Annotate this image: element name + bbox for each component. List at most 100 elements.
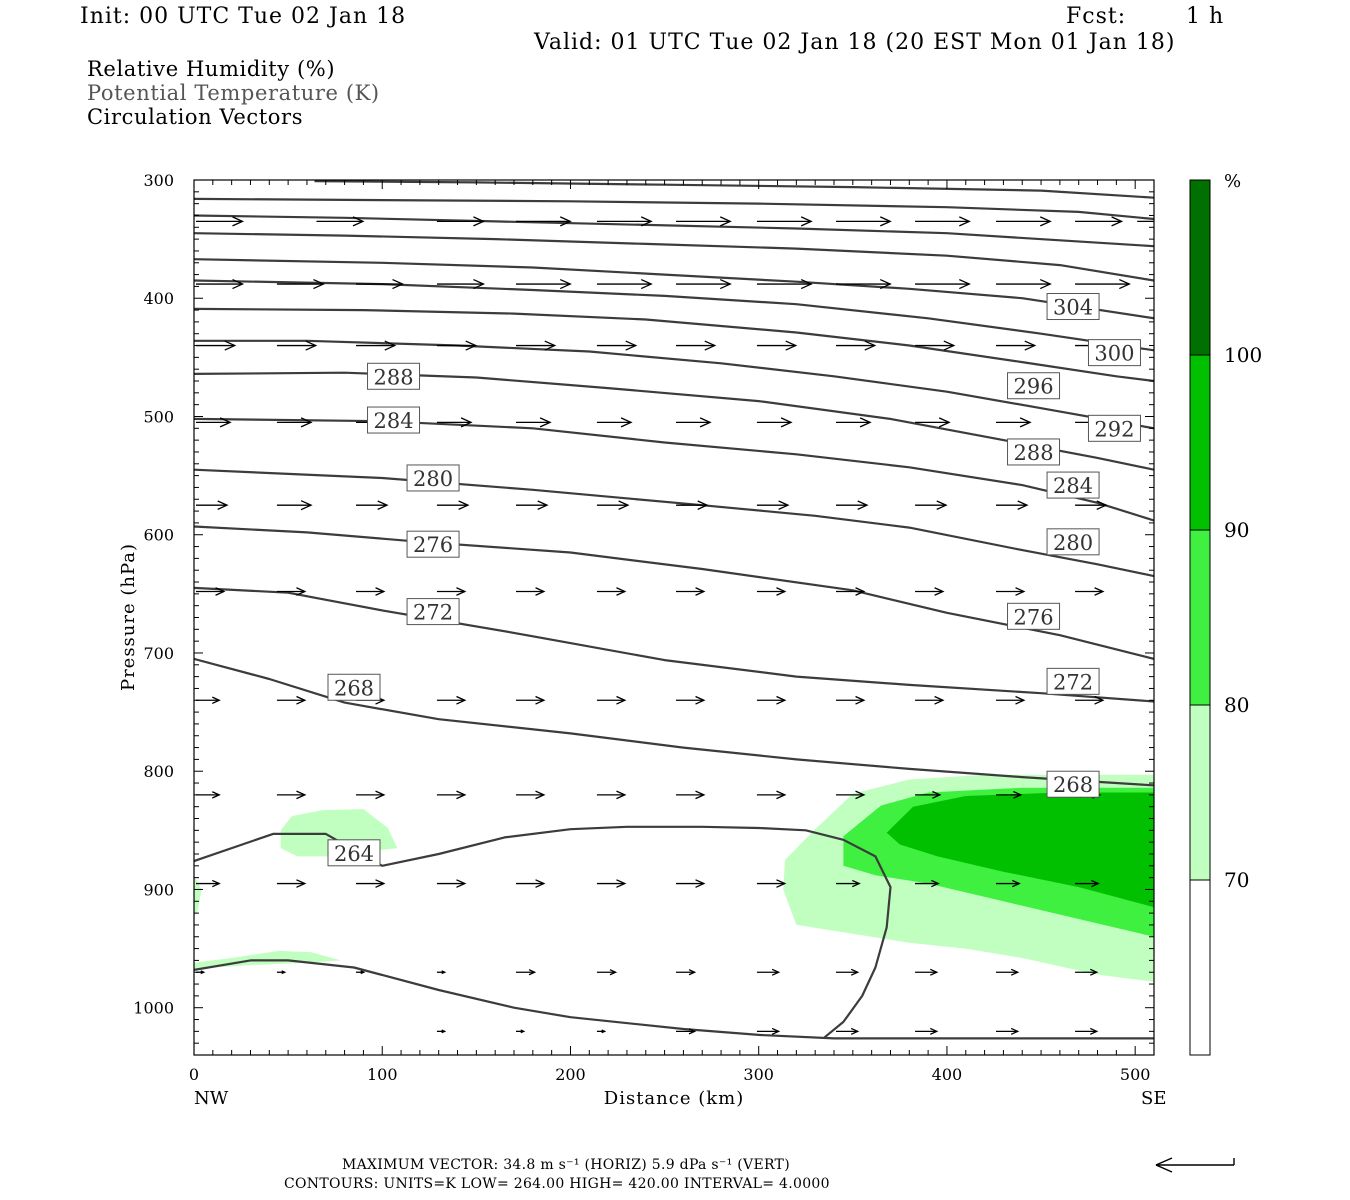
circulation-vector [436, 970, 447, 975]
colorbar-label: 90 [1224, 518, 1249, 542]
circulation-vector [356, 587, 386, 596]
circulation-vector [596, 417, 633, 428]
contour-info: CONTOURS: UNITS=K LOW= 264.00 HIGH= 420.… [284, 1176, 830, 1192]
x-tick-label: 200 [555, 1065, 586, 1084]
y-tick-label: 300 [143, 171, 174, 190]
theta-contour-296-9 [194, 307, 1154, 383]
x-end-left: NW [194, 1088, 229, 1109]
contour-label-text: 288 [1013, 441, 1053, 465]
circulation-vector [996, 879, 1021, 888]
circulation-vector [276, 970, 287, 975]
circulation-vector [596, 695, 627, 705]
circulation-vector [196, 417, 232, 428]
contour-label-text: 284 [373, 409, 413, 433]
circulation-vector [276, 879, 307, 888]
contour-label-text: 272 [413, 601, 453, 625]
circulation-vector [596, 969, 618, 976]
y-tick-label: 400 [143, 289, 174, 308]
colorbar-label: 80 [1224, 693, 1249, 717]
circulation-vector [356, 340, 397, 351]
circulation-vector [996, 695, 1026, 705]
theta-contour-300-10 [194, 279, 1154, 352]
circulation-vector [756, 968, 781, 976]
circulation-vector [276, 587, 307, 596]
circulation-vector [436, 340, 478, 351]
circulation-vector [356, 500, 389, 510]
circulation-vector [996, 278, 1052, 290]
circulation-vector [996, 968, 1020, 976]
circulation-vector [196, 791, 221, 799]
x-axis-title: Distance (km) [604, 1088, 744, 1109]
circulation-vector [596, 278, 653, 290]
circulation-vector [516, 216, 572, 227]
circulation-vector [436, 500, 470, 510]
circulation-vector [1075, 879, 1100, 888]
circulation-vector [436, 278, 486, 290]
theta-contour-280-5 [194, 468, 1154, 578]
colorbar-swatch [1190, 705, 1210, 880]
circulation-vector [836, 216, 892, 227]
circulation-vector [996, 216, 1052, 227]
colorbar-swatch [1190, 180, 1210, 355]
circulation-vector [996, 500, 1029, 510]
y-tick-label: 800 [143, 762, 174, 781]
field-theta: Potential Temperature (K) [87, 81, 380, 105]
circulation-vector [516, 278, 572, 290]
circulation-vector [196, 696, 221, 705]
contour-label: 280 [406, 464, 460, 492]
contour-label-text: 276 [1013, 605, 1053, 629]
contour-label-text: 284 [1053, 474, 1093, 498]
circulation-vector [1075, 695, 1105, 705]
circulation-vector [996, 790, 1023, 799]
circulation-vector [756, 790, 787, 800]
circulation-vector [756, 587, 787, 596]
circulation-vector [436, 1029, 447, 1034]
circulation-vector [676, 340, 717, 351]
field-rh: Relative Humidity (%) [87, 57, 336, 81]
circulation-vector [915, 879, 940, 888]
contour-label: 296 [1007, 372, 1061, 400]
contour-label-text: 288 [373, 365, 413, 389]
contour-label: 276 [1007, 602, 1061, 630]
forecast-label: Fcst: [1066, 4, 1127, 29]
contour-label-text: 264 [334, 842, 374, 866]
circulation-vector [596, 500, 630, 510]
circulation-vector [516, 1029, 526, 1034]
circulation-vector [676, 790, 706, 800]
circulation-vector [836, 879, 861, 888]
contour-label-text: 300 [1094, 342, 1134, 366]
theta-contour-304-11 [194, 258, 1154, 320]
circulation-vector [516, 500, 549, 510]
forecast-hour: 1 h [1186, 4, 1225, 29]
circulation-vector [676, 879, 706, 888]
circulation-vector [915, 216, 971, 227]
circulation-vector [756, 500, 790, 510]
circulation-vector [915, 790, 942, 799]
circulation-vector [196, 278, 245, 290]
circulation-vector [676, 216, 732, 227]
circulation-vector [436, 417, 473, 428]
colorbar-label: 100 [1224, 343, 1262, 367]
circulation-vector [596, 340, 638, 351]
circulation-vector [516, 340, 557, 351]
circulation-vector [836, 695, 866, 705]
circulation-vector [1075, 968, 1099, 976]
rh-shading-90-5 [886, 792, 1154, 908]
circulation-vector [516, 417, 552, 428]
contour-label: 264 [327, 839, 381, 867]
circulation-vector [836, 417, 872, 428]
contour-label-text: 292 [1094, 417, 1134, 441]
circulation-vector [516, 790, 546, 800]
circulation-vector [276, 500, 313, 511]
theta-contour-276-4 [194, 525, 1154, 660]
theta-contour-272-3 [194, 586, 1154, 703]
circulation-vector [516, 587, 546, 596]
contour-label: 280 [1046, 528, 1100, 556]
circulation-vector [836, 790, 866, 800]
circulation-vector [276, 340, 318, 351]
x-end-right: SE [1141, 1088, 1166, 1109]
x-tick-label: 400 [932, 1065, 963, 1084]
circulation-vector [756, 879, 787, 888]
contour-label-text: 296 [1013, 375, 1053, 399]
